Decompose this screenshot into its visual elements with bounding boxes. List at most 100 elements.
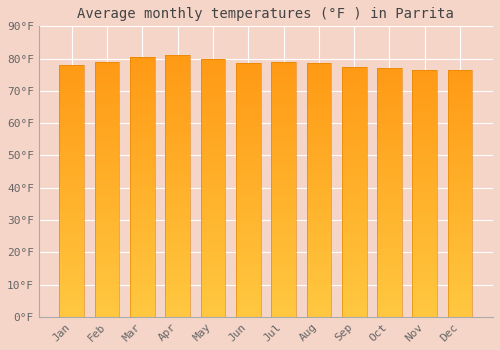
Bar [130, 184, 155, 187]
Bar [166, 196, 190, 199]
Bar [236, 174, 260, 177]
Bar [166, 245, 190, 248]
Bar [271, 253, 296, 256]
Bar [271, 272, 296, 275]
Bar [130, 164, 155, 167]
Bar [377, 196, 402, 199]
Bar [166, 290, 190, 294]
Bar [60, 260, 84, 263]
Bar [377, 270, 402, 273]
Bar [342, 85, 366, 89]
Bar [412, 82, 437, 85]
Bar [94, 91, 120, 94]
Bar [236, 152, 260, 155]
Bar [342, 192, 366, 195]
Bar [306, 238, 331, 241]
Bar [448, 119, 472, 122]
Bar [377, 214, 402, 217]
Bar [200, 107, 226, 110]
Bar [130, 177, 155, 180]
Bar [306, 187, 331, 190]
Bar [306, 263, 331, 266]
Bar [200, 104, 226, 107]
Bar [94, 132, 120, 135]
Bar [166, 114, 190, 118]
Bar [236, 177, 260, 181]
Bar [271, 247, 296, 250]
Bar [166, 189, 190, 193]
Bar [306, 73, 331, 76]
Bar [130, 112, 155, 116]
Bar [236, 228, 260, 231]
Bar [236, 92, 260, 95]
Bar [200, 275, 226, 278]
Bar [412, 286, 437, 289]
Bar [448, 314, 472, 317]
Bar [342, 66, 366, 70]
Bar [448, 101, 472, 104]
Bar [130, 232, 155, 236]
Bar [271, 193, 296, 196]
Bar [342, 286, 366, 289]
Bar [166, 72, 190, 75]
Bar [60, 175, 84, 178]
Bar [448, 187, 472, 190]
Bar [412, 209, 437, 212]
Bar [412, 184, 437, 187]
Bar [448, 233, 472, 237]
Bar [130, 278, 155, 281]
Bar [130, 281, 155, 284]
Bar [130, 138, 155, 141]
Bar [236, 105, 260, 108]
Bar [271, 234, 296, 237]
Bar [377, 280, 402, 283]
Bar [342, 289, 366, 292]
Bar [166, 294, 190, 297]
Bar [94, 129, 120, 132]
Bar [448, 94, 472, 98]
Bar [271, 122, 296, 126]
Bar [306, 295, 331, 298]
Bar [448, 70, 472, 73]
Bar [130, 158, 155, 161]
Bar [130, 200, 155, 203]
Bar [412, 128, 437, 132]
Bar [412, 261, 437, 264]
Bar [166, 150, 190, 153]
Bar [60, 156, 84, 160]
Bar [377, 283, 402, 286]
Bar [94, 212, 120, 215]
Bar [412, 304, 437, 308]
Bar [60, 298, 84, 301]
Bar [236, 295, 260, 298]
Bar [271, 68, 296, 71]
Bar [130, 275, 155, 278]
Bar [377, 308, 402, 310]
Bar [130, 255, 155, 258]
Bar [130, 135, 155, 138]
Bar [306, 70, 331, 73]
Bar [306, 225, 331, 228]
Bar [166, 232, 190, 235]
Bar [236, 219, 260, 222]
Bar [377, 177, 402, 180]
Bar [200, 97, 226, 100]
Bar [130, 60, 155, 63]
Bar [306, 257, 331, 260]
Bar [306, 98, 331, 101]
Bar [236, 247, 260, 250]
Bar [60, 181, 84, 184]
Bar [306, 66, 331, 70]
Bar [377, 273, 402, 276]
Bar [200, 288, 226, 291]
Bar [448, 209, 472, 212]
Bar [412, 277, 437, 280]
Bar [448, 132, 472, 135]
Bar [130, 203, 155, 206]
Bar [271, 218, 296, 221]
Bar [236, 282, 260, 285]
Bar [448, 295, 472, 298]
Bar [94, 272, 120, 275]
Bar [200, 217, 226, 220]
Bar [306, 92, 331, 95]
